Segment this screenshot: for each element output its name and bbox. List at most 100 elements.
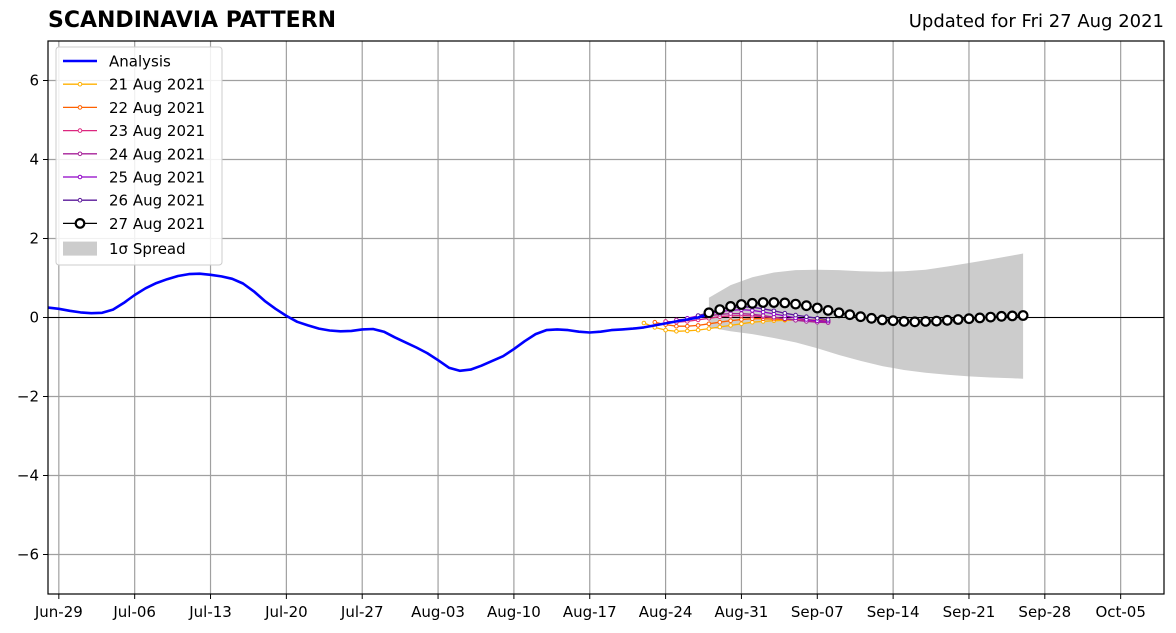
analysis-line	[47, 272, 710, 373]
forecast-point	[739, 311, 744, 316]
x-tick-label: Jun-29	[34, 603, 83, 621]
forecast-point-latest	[725, 301, 736, 312]
forecast-point-latest	[952, 314, 964, 325]
forecast-point-latest	[985, 311, 996, 323]
forecast-point-latest	[714, 304, 726, 316]
forecast-point-latest	[811, 302, 823, 314]
forecast-point	[793, 312, 798, 318]
forecast-point	[739, 321, 744, 327]
forecast-point-latest	[844, 309, 856, 321]
forecast-point	[717, 319, 723, 325]
legend-forecast-marker	[77, 128, 83, 133]
forecast-point-latest	[822, 305, 834, 316]
forecast-point-latest	[898, 316, 910, 327]
x-tick-label: Jul-20	[264, 603, 308, 621]
forecast-point	[674, 329, 679, 334]
y-tick-label: 6	[29, 72, 39, 90]
legend-forecast-marker	[77, 81, 83, 87]
x-tick-label: Jul-13	[188, 603, 232, 621]
forecast-point	[685, 323, 690, 329]
y-tick-label: 2	[29, 230, 39, 248]
forecast-point	[663, 327, 668, 333]
forecast-point-latest	[876, 314, 888, 326]
legend-label: Analysis	[109, 53, 171, 71]
forecast-point-latest	[866, 312, 877, 324]
x-tick-label: Sep-28	[1018, 603, 1071, 621]
legend-label: 23 Aug 2021	[109, 122, 205, 140]
forecast-point	[652, 319, 658, 325]
forecast-point-latest	[757, 297, 769, 308]
legend-label: 26 Aug 2021	[109, 192, 205, 210]
forecast-point-latest	[931, 315, 942, 327]
x-tick-label: Aug-10	[487, 603, 541, 621]
forecast-point-latest	[779, 297, 791, 309]
x-tick-label: Aug-17	[563, 603, 617, 621]
analysis-layer	[47, 272, 710, 373]
legend-label: 27 Aug 2021	[109, 215, 205, 233]
x-tick-label: Sep-14	[867, 603, 920, 621]
forecast-point	[750, 312, 755, 317]
forecast-point	[674, 323, 679, 329]
forecast-point-latest	[746, 297, 758, 309]
forecast-point-latest	[996, 310, 1007, 322]
legend-label: 22 Aug 2021	[109, 99, 205, 117]
forecast-point	[728, 323, 733, 328]
x-tick-label: Aug-24	[639, 603, 693, 621]
forecast-point-latest	[909, 316, 921, 328]
x-tick-label: Oct-05	[1095, 603, 1145, 621]
forecast-point-latest	[974, 312, 986, 324]
forecast-point-latest	[963, 313, 975, 325]
x-tick-label: Sep-07	[791, 603, 844, 621]
updated-date: Updated for Fri 27 Aug 2021	[908, 11, 1164, 32]
x-tick-label: Sep-21	[943, 603, 996, 621]
legend-forecast-marker	[77, 174, 83, 180]
forecast-point	[641, 320, 647, 326]
y-tick-label: −6	[17, 546, 39, 564]
y-tick-label: 4	[29, 151, 39, 169]
legend-forecast-marker	[77, 151, 83, 157]
forecast-point-latest	[736, 299, 747, 310]
legend-label: 21 Aug 2021	[109, 76, 205, 94]
legend: Analysis 21 Aug 2021 22 Aug 2021 23 Aug 202…	[55, 46, 223, 266]
forecast-point-latest	[801, 300, 812, 312]
legend-label: 1σ Spread	[109, 240, 186, 258]
forecast-point-latest	[1006, 310, 1018, 322]
forecast-point-latest	[941, 314, 953, 326]
forecast-point	[717, 324, 723, 330]
forecast-point-latest	[768, 297, 780, 308]
y-tick-label: 0	[29, 309, 39, 327]
forecast-point	[782, 310, 788, 316]
forecast-point	[685, 328, 690, 334]
forecast-point-latest	[1017, 310, 1029, 321]
axes-layer: Jun-29 Jul-06 Jul-13 Jul-20 Jul-27 Aug-03 Aug-…	[17, 40, 1165, 621]
forecast-27aug-layer	[703, 297, 1029, 328]
legend-forecast-marker	[77, 197, 83, 203]
legend-box	[55, 46, 223, 266]
plot-frame	[47, 40, 1165, 595]
x-tick-label: Aug-31	[715, 603, 769, 621]
forecast-point	[815, 316, 820, 321]
forecast-point-latest	[790, 298, 801, 310]
forecast-point	[706, 326, 712, 331]
forecast-point	[804, 314, 809, 320]
forecast-point-latest	[703, 307, 715, 319]
forecast-point-latest	[855, 311, 866, 323]
spread-band	[708, 253, 1024, 379]
forecast-point	[825, 317, 831, 322]
forecast-point	[739, 317, 744, 322]
forecast-point	[706, 321, 712, 327]
forecast-point-latest	[887, 315, 899, 327]
forecast-point	[695, 323, 701, 328]
y-tick-label: −4	[17, 467, 39, 485]
chart-title: SCANDINAVIA PATTERN	[48, 8, 337, 33]
forecast-point-latest	[920, 316, 931, 327]
forecast-point-latest	[833, 307, 845, 319]
forecast-point	[695, 327, 701, 333]
forecast-point	[728, 318, 733, 324]
legend-spread-swatch	[63, 241, 97, 256]
forecast-point	[771, 308, 777, 314]
y-tick-label: −2	[17, 388, 39, 406]
legend-forecast-marker	[77, 105, 83, 110]
spread-layer	[708, 253, 1024, 379]
